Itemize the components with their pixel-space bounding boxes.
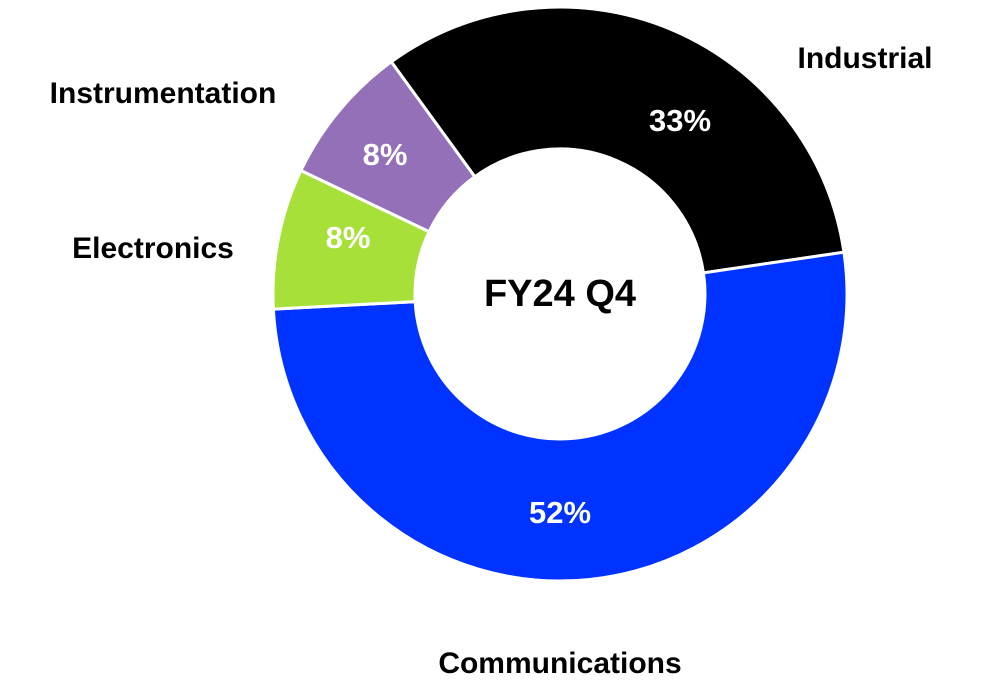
category-label: Communications bbox=[438, 647, 681, 680]
slice bbox=[389, 5, 846, 275]
category-label: Instrumentation bbox=[50, 77, 277, 110]
category-label: Electronics bbox=[72, 232, 234, 265]
value-label: 8% bbox=[363, 137, 408, 172]
donut bbox=[271, 5, 849, 583]
value-label: 8% bbox=[326, 220, 371, 255]
slice bbox=[298, 59, 477, 234]
category-label: Industrial bbox=[797, 42, 932, 75]
slice bbox=[271, 250, 849, 583]
value-label: 33% bbox=[649, 103, 711, 138]
center-label: FY24 Q4 bbox=[484, 273, 636, 315]
value-label: 52% bbox=[529, 495, 591, 530]
